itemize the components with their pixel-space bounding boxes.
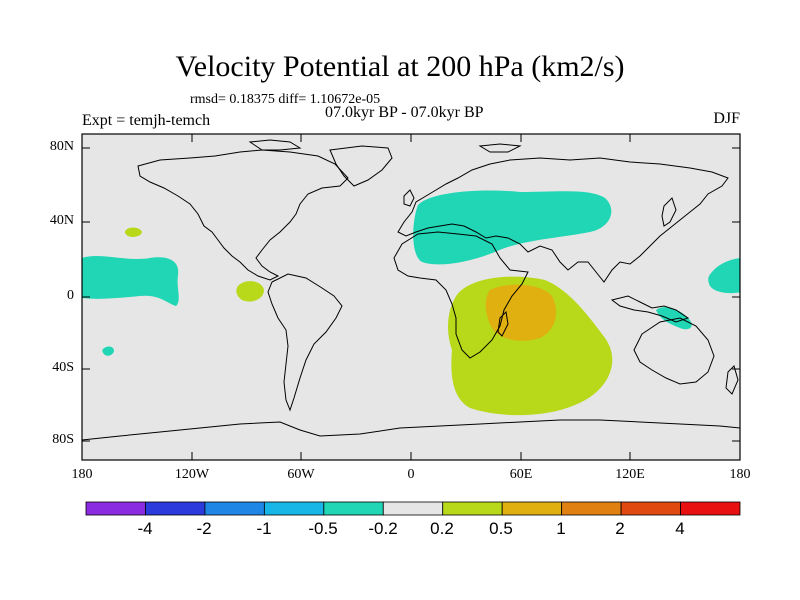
colorbar-label: -1 xyxy=(256,519,272,538)
coastline-indonesia xyxy=(610,295,690,323)
negative-anomaly-south-pacific xyxy=(102,346,114,356)
coastline-british-isles xyxy=(403,189,415,207)
colorbar-label: -0.2 xyxy=(368,519,398,538)
colorbar-label: 2 xyxy=(615,519,625,538)
y-tick-label: 0 xyxy=(67,288,74,303)
y-tick-label: 40S xyxy=(52,360,74,375)
colorbar-label: 4 xyxy=(675,519,685,538)
coastline-antarctica xyxy=(82,419,740,441)
colorbar-swatch xyxy=(561,501,622,516)
colorbar-swatch xyxy=(680,501,741,516)
coastline-madagascar xyxy=(497,310,509,337)
x-tick-label: 0 xyxy=(407,467,415,482)
colorbar xyxy=(85,501,741,516)
y-tick-label: 80N xyxy=(49,139,74,154)
negative-anomaly-eurasia xyxy=(413,190,612,265)
colorbar-swatch xyxy=(501,501,563,516)
colorbar-swatch xyxy=(323,501,384,516)
colorbar-swatch xyxy=(382,501,444,516)
colorbar-label: 1 xyxy=(556,519,566,538)
coastline-arctic-islands xyxy=(248,139,522,153)
map-background xyxy=(82,134,740,460)
colorbar-swatch xyxy=(263,501,325,516)
positive-anomaly-east-pacific xyxy=(236,281,264,302)
colorbar-swatch xyxy=(204,501,265,516)
colorbar-label: -2 xyxy=(196,519,212,538)
y-tick-label: 80S xyxy=(52,432,74,447)
x-tick-label: 60E xyxy=(509,467,533,482)
colorbar-swatch xyxy=(145,501,206,516)
negative-anomaly-western-pacific xyxy=(708,258,740,294)
x-tick-label: 120W xyxy=(174,467,210,482)
negative-anomaly-central-pacific xyxy=(82,256,179,306)
x-tick-label: 60W xyxy=(287,467,315,482)
coastline-north-america xyxy=(137,149,349,281)
coastline-australia xyxy=(633,317,715,385)
x-axis-ticks xyxy=(81,134,741,460)
season-label: DJF xyxy=(713,110,740,127)
coastline-south-america xyxy=(267,273,343,412)
colorbar-swatch xyxy=(85,501,146,516)
x-tick-label: 120E xyxy=(615,467,645,482)
negative-anomaly-new-guinea xyxy=(656,307,692,330)
colorbar-swatch xyxy=(620,501,681,516)
x-tick-label: 180 xyxy=(729,467,751,482)
colorbar-swatch xyxy=(442,501,503,516)
y-axis-ticks xyxy=(82,147,740,442)
x-tick-label: 180 xyxy=(71,467,93,482)
colorbar-label: -4 xyxy=(137,519,153,538)
positive-anomaly-north-pacific xyxy=(124,227,142,237)
coastline-japan xyxy=(661,197,677,227)
colorbar-label: -0.5 xyxy=(308,519,338,538)
experiment-label: Expt = temjh-temch xyxy=(82,112,211,129)
y-tick-label: 40N xyxy=(49,213,74,228)
coastline-greenland xyxy=(329,145,393,187)
period-text: 07.0kyr BP - 07.0kyr BP xyxy=(325,104,484,121)
plot-title: Velocity Potential at 200 hPa (km2/s) xyxy=(175,50,625,83)
coastline-eurasia xyxy=(397,157,729,283)
coastlines xyxy=(82,139,740,441)
colorbar-label: 0.2 xyxy=(430,519,454,538)
stats-text: rmsd= 0.18375 diff= 1.10672e-05 xyxy=(190,92,381,107)
colorbar-label: 0.5 xyxy=(489,519,513,538)
coastline-africa xyxy=(393,231,529,359)
strong-positive-anomaly-madagascar xyxy=(485,284,556,341)
coastline-new-zealand xyxy=(725,365,739,395)
